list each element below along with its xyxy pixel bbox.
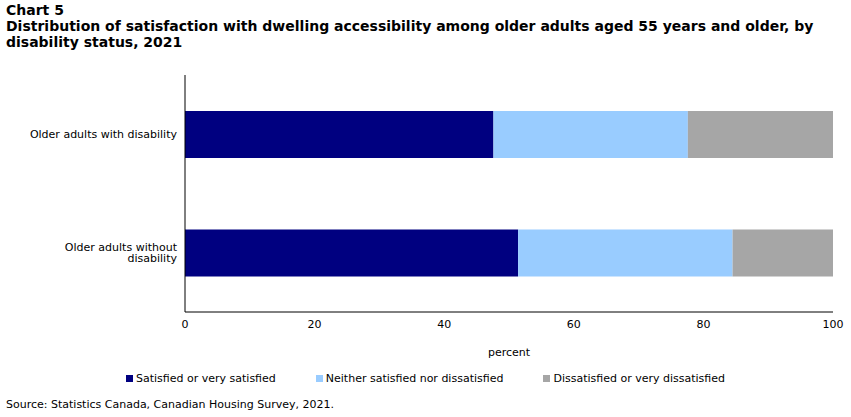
svg-text:20: 20 [308,318,322,331]
html-text:Dissatisfied or very dissatisf: Dissatisfied or very dissatisfied [553,372,725,385]
svg-text:80: 80 [696,318,710,331]
html-text:Distribution of satisfaction w: Distribution of satisfaction with dwelli… [6,18,814,50]
svg-text:100: 100 [823,318,844,331]
svg-text:60: 60 [567,318,581,331]
html-text:Neither satisfied nor dissatis: Neither satisfied nor dissatisfied [325,372,504,385]
svg-text:Older adults withoutdisability: Older adults withoutdisability [65,241,178,265]
html-text:Satisfied or very satisfied: Satisfied or very satisfied [136,372,276,385]
svg-text:40: 40 [437,318,451,331]
svg-text:Older adults with disability: Older adults with disability [30,128,178,141]
html-text:Chart 5: Chart 5 [6,2,64,18]
svg-text:percent: percent [488,346,531,359]
svg-text:0: 0 [182,318,189,331]
html-text:Source: Statistics Canada, Can: Source: Statistics Canada, Canadian Hous… [6,398,334,411]
